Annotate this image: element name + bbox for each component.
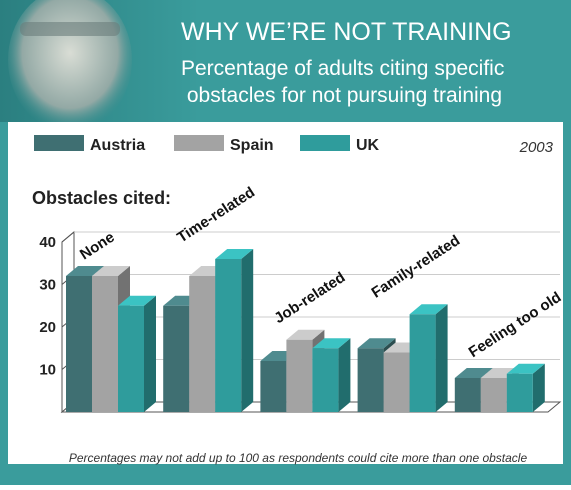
legend-label: Austria (90, 137, 145, 154)
y-tick-label: 40 (39, 234, 56, 251)
bar (312, 348, 338, 412)
bar (358, 348, 384, 412)
legend-swatch (174, 135, 224, 151)
bar-side (144, 296, 156, 412)
legend-swatch (300, 135, 350, 151)
y-tick-label: 20 (39, 319, 56, 336)
bar-side (338, 338, 350, 412)
legend-label: UK (356, 137, 380, 154)
bar (215, 259, 241, 412)
bar (66, 276, 92, 412)
bar (189, 276, 215, 412)
legend-swatch (34, 135, 84, 151)
bar (118, 306, 144, 412)
bar-side (241, 249, 253, 412)
y-tick-label: 30 (39, 277, 56, 294)
bar (92, 276, 118, 412)
bar (163, 306, 189, 412)
title: WHY WE’RE NOT TRAINING (181, 18, 512, 46)
bar (384, 353, 410, 413)
photo-glasses (20, 22, 120, 36)
bar (260, 361, 286, 412)
bar-side (436, 304, 448, 412)
bar (507, 374, 533, 412)
bar (286, 340, 312, 412)
bar (410, 314, 436, 412)
bar (481, 378, 507, 412)
year: 2003 (519, 139, 554, 156)
infographic: WHY WE’RE NOT TRAINING Percentage of adu… (0, 0, 571, 485)
legend-label: Spain (230, 137, 274, 154)
heading: Obstacles cited: (32, 188, 171, 208)
y-tick-label: 10 (39, 362, 56, 379)
footnote: Percentages may not add up to 100 as res… (69, 451, 528, 465)
bar (455, 378, 481, 412)
